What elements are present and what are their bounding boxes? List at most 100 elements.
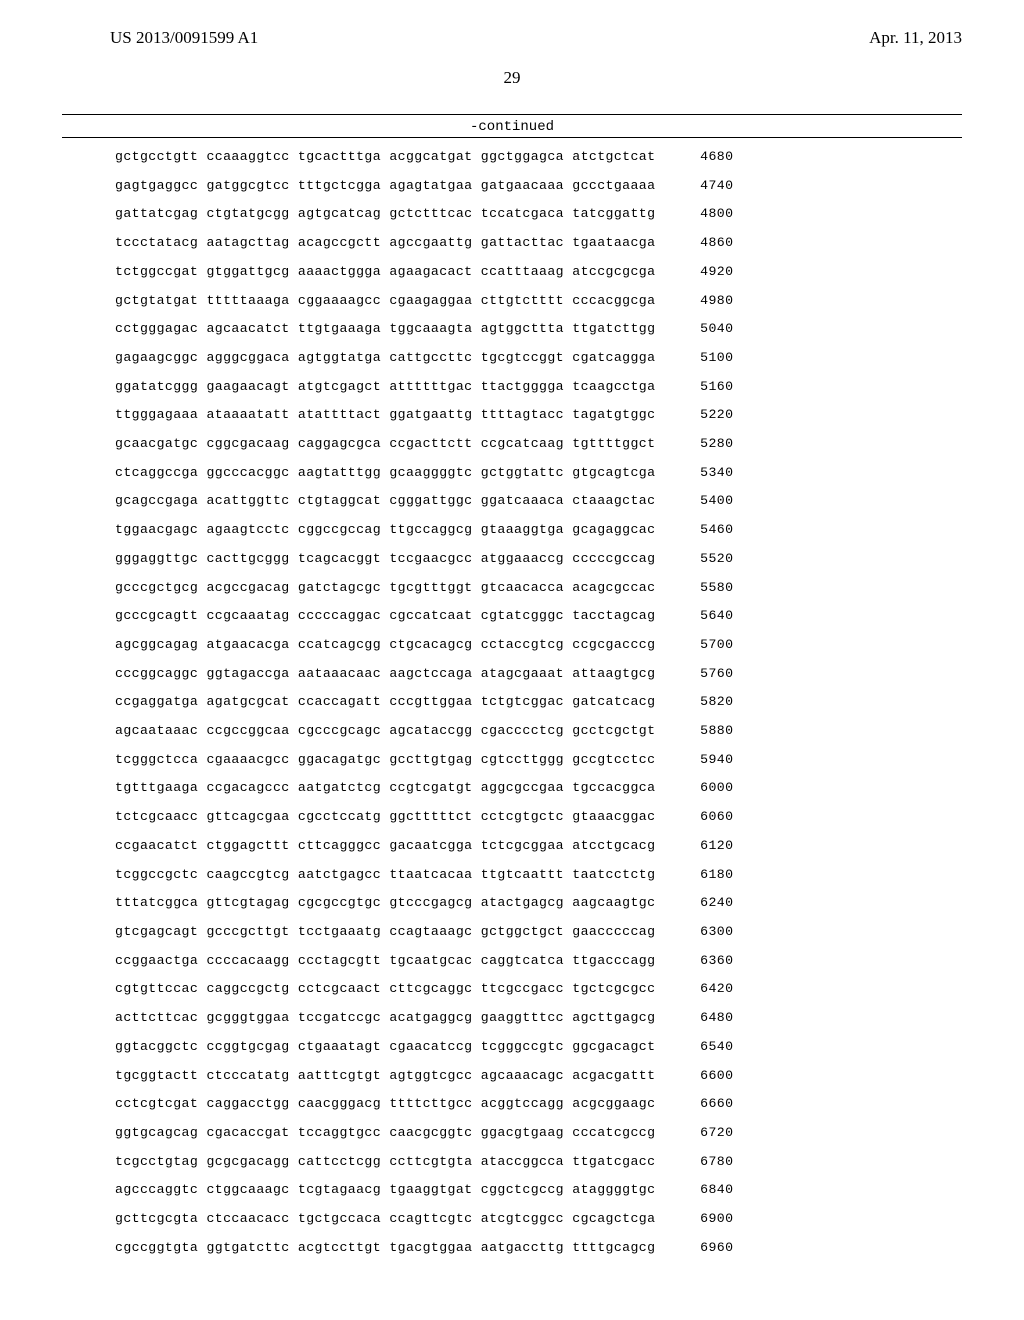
sequence-blocks: tctcgcaacc gttcagcgaa cgcctccatg ggctttt… [115, 810, 655, 823]
sequence-row: cctcgtcgat caggacctgg caacgggacg ttttctt… [115, 1097, 1024, 1110]
sequence-position: 6840 [683, 1183, 733, 1196]
sequence-row: gcaacgatgc cggcgacaag caggagcgca ccgactt… [115, 437, 1024, 450]
sequence-row: tctcgcaacc gttcagcgaa cgcctccatg ggctttt… [115, 810, 1024, 823]
sequence-row: agcggcagag atgaacacga ccatcagcgg ctgcaca… [115, 638, 1024, 651]
sequence-position: 5700 [683, 638, 733, 651]
sequence-position: 4800 [683, 207, 733, 220]
sequence-row: gcttcgcgta ctccaacacc tgctgccaca ccagttc… [115, 1212, 1024, 1225]
sequence-position: 5820 [683, 695, 733, 708]
sequence-position: 4980 [683, 294, 733, 307]
sequence-position: 6240 [683, 896, 733, 909]
top-rule [62, 114, 962, 115]
sequence-blocks: gctgcctgtt ccaaaggtcc tgcactttga acggcat… [115, 150, 655, 163]
sequence-row: tcggccgctc caagccgtcg aatctgagcc ttaatca… [115, 868, 1024, 881]
sequence-position: 5040 [683, 322, 733, 335]
sequence-blocks: ggtacggctc ccggtgcgag ctgaaatagt cgaacat… [115, 1040, 655, 1053]
sequence-row: agcccaggtc ctggcaaagc tcgtagaacg tgaaggt… [115, 1183, 1024, 1196]
sequence-blocks: gattatcgag ctgtatgcgg agtgcatcag gctcttt… [115, 207, 655, 220]
sequence-blocks: tgtttgaaga ccgacagccc aatgatctcg ccgtcga… [115, 781, 655, 794]
sequence-blocks: tttatcggca gttcgtagag cgcgccgtgc gtcccga… [115, 896, 655, 909]
sequence-row: tgcggtactt ctcccatatg aatttcgtgt agtggtc… [115, 1069, 1024, 1082]
sequence-position: 6360 [683, 954, 733, 967]
sequence-blocks: cgccggtgta ggtgatcttc acgtccttgt tgacgtg… [115, 1241, 655, 1254]
sequence-row: gattatcgag ctgtatgcgg agtgcatcag gctcttt… [115, 207, 1024, 220]
sequence-position: 6120 [683, 839, 733, 852]
sequence-blocks: tcggccgctc caagccgtcg aatctgagcc ttaatca… [115, 868, 655, 881]
sequence-position: 6900 [683, 1212, 733, 1225]
page-number: 29 [0, 68, 1024, 88]
bottom-rule [62, 137, 962, 138]
sequence-row: tccctatacg aatagcttag acagccgctt agccgaa… [115, 236, 1024, 249]
sequence-row: ggatatcggg gaagaacagt atgtcgagct atttttt… [115, 380, 1024, 393]
sequence-position: 5520 [683, 552, 733, 565]
sequence-position: 5400 [683, 494, 733, 507]
sequence-position: 5340 [683, 466, 733, 479]
sequence-blocks: gcagccgaga acattggttc ctgtaggcat cgggatt… [115, 494, 655, 507]
sequence-row: gagaagcggc agggcggaca agtggtatga cattgcc… [115, 351, 1024, 364]
sequence-blocks: gcccgcagtt ccgcaaatag cccccaggac cgccatc… [115, 609, 655, 622]
publication-date: Apr. 11, 2013 [869, 28, 962, 48]
sequence-blocks: gctgtatgat tttttaaaga cggaaaagcc cgaagag… [115, 294, 655, 307]
sequence-blocks: gtcgagcagt gcccgcttgt tcctgaaatg ccagtaa… [115, 925, 655, 938]
sequence-blocks: ttgggagaaa ataaaatatt atattttact ggatgaa… [115, 408, 655, 421]
sequence-row: gctgcctgtt ccaaaggtcc tgcactttga acggcat… [115, 150, 1024, 163]
sequence-position: 5280 [683, 437, 733, 450]
sequence-blocks: cccggcaggc ggtagaccga aataaacaac aagctcc… [115, 667, 655, 680]
sequence-row: cgtgttccac caggccgctg cctcgcaact cttcgca… [115, 982, 1024, 995]
sequence-blocks: gggaggttgc cacttgcggg tcagcacggt tccgaac… [115, 552, 655, 565]
sequence-position: 5220 [683, 408, 733, 421]
sequence-position: 5100 [683, 351, 733, 364]
sequence-row: ggtacggctc ccggtgcgag ctgaaatagt cgaacat… [115, 1040, 1024, 1053]
sequence-row: tctggccgat gtggattgcg aaaactggga agaagac… [115, 265, 1024, 278]
sequence-blocks: tcgcctgtag gcgcgacagg cattcctcgg ccttcgt… [115, 1155, 655, 1168]
sequence-blocks: tgcggtactt ctcccatatg aatttcgtgt agtggtc… [115, 1069, 655, 1082]
sequence-row: tcgcctgtag gcgcgacagg cattcctcgg ccttcgt… [115, 1155, 1024, 1168]
sequence-row: tttatcggca gttcgtagag cgcgccgtgc gtcccga… [115, 896, 1024, 909]
sequence-row: tcgggctcca cgaaaacgcc ggacagatgc gccttgt… [115, 753, 1024, 766]
sequence-position: 6720 [683, 1126, 733, 1139]
sequence-row: gcccgcagtt ccgcaaatag cccccaggac cgccatc… [115, 609, 1024, 622]
continued-label: -continued [0, 119, 1024, 135]
sequence-position: 6420 [683, 982, 733, 995]
sequence-position: 6660 [683, 1097, 733, 1110]
sequence-listing: gctgcctgtt ccaaaggtcc tgcactttga acggcat… [115, 150, 1024, 1254]
sequence-blocks: tctggccgat gtggattgcg aaaactggga agaagac… [115, 265, 655, 278]
sequence-blocks: ccgaggatga agatgcgcat ccaccagatt cccgttg… [115, 695, 655, 708]
sequence-position: 4680 [683, 150, 733, 163]
sequence-blocks: acttcttcac gcgggtggaa tccgatccgc acatgag… [115, 1011, 655, 1024]
sequence-position: 6180 [683, 868, 733, 881]
sequence-blocks: agcccaggtc ctggcaaagc tcgtagaacg tgaaggt… [115, 1183, 655, 1196]
sequence-blocks: gagaagcggc agggcggaca agtggtatga cattgcc… [115, 351, 655, 364]
sequence-row: cgccggtgta ggtgatcttc acgtccttgt tgacgtg… [115, 1241, 1024, 1254]
sequence-blocks: ccgaacatct ctggagcttt cttcagggcc gacaatc… [115, 839, 655, 852]
sequence-row: cccggcaggc ggtagaccga aataaacaac aagctcc… [115, 667, 1024, 680]
sequence-row: gctgtatgat tttttaaaga cggaaaagcc cgaagag… [115, 294, 1024, 307]
sequence-row: agcaataaac ccgccggcaa cgcccgcagc agcatac… [115, 724, 1024, 737]
sequence-position: 6480 [683, 1011, 733, 1024]
sequence-row: gggaggttgc cacttgcggg tcagcacggt tccgaac… [115, 552, 1024, 565]
sequence-position: 6540 [683, 1040, 733, 1053]
sequence-position: 5760 [683, 667, 733, 680]
sequence-blocks: tcgggctcca cgaaaacgcc ggacagatgc gccttgt… [115, 753, 655, 766]
sequence-blocks: ccggaactga ccccacaagg ccctagcgtt tgcaatg… [115, 954, 655, 967]
sequence-row: gcagccgaga acattggttc ctgtaggcat cgggatt… [115, 494, 1024, 507]
sequence-blocks: cctcgtcgat caggacctgg caacgggacg ttttctt… [115, 1097, 655, 1110]
sequence-position: 4860 [683, 236, 733, 249]
sequence-blocks: ggatatcggg gaagaacagt atgtcgagct atttttt… [115, 380, 655, 393]
sequence-position: 5640 [683, 609, 733, 622]
sequence-row: ttgggagaaa ataaaatatt atattttact ggatgaa… [115, 408, 1024, 421]
page-header: US 2013/0091599 A1 Apr. 11, 2013 [0, 0, 1024, 48]
sequence-position: 5880 [683, 724, 733, 737]
sequence-blocks: gcaacgatgc cggcgacaag caggagcgca ccgactt… [115, 437, 655, 450]
sequence-position: 6780 [683, 1155, 733, 1168]
sequence-position: 4920 [683, 265, 733, 278]
sequence-row: gtcgagcagt gcccgcttgt tcctgaaatg ccagtaa… [115, 925, 1024, 938]
sequence-blocks: cctgggagac agcaacatct ttgtgaaaga tggcaaa… [115, 322, 655, 335]
sequence-position: 6300 [683, 925, 733, 938]
sequence-row: cctgggagac agcaacatct ttgtgaaaga tggcaaa… [115, 322, 1024, 335]
sequence-row: ctcaggccga ggcccacggc aagtatttgg gcaaggg… [115, 466, 1024, 479]
publication-number: US 2013/0091599 A1 [110, 28, 258, 48]
sequence-position: 4740 [683, 179, 733, 192]
sequence-position: 6060 [683, 810, 733, 823]
sequence-position: 6600 [683, 1069, 733, 1082]
